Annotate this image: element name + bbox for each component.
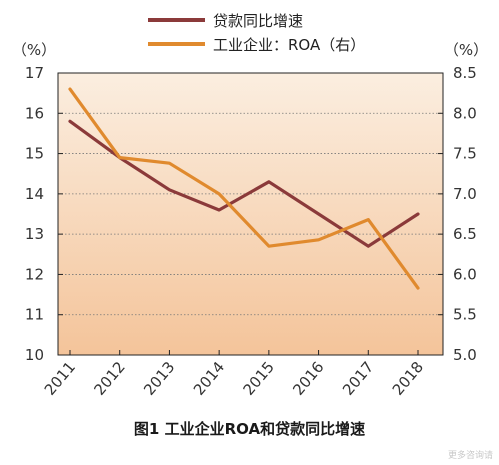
- right-axis-unit: （%）: [444, 41, 488, 59]
- legend-label: 工业企业：ROA（右）: [213, 36, 365, 54]
- right-tick-label: 8.5: [453, 64, 477, 82]
- plot-area: [57, 72, 444, 356]
- left-tick-label: 12: [25, 265, 44, 283]
- right-tick-label: 5.0: [453, 346, 477, 364]
- left-tick-label: 11: [25, 306, 44, 324]
- left-tick-label: 13: [25, 225, 44, 243]
- right-tick-label: 7.0: [453, 185, 477, 203]
- line-chart: 10 11 12 13 14 15 16 17 5.0 5.5 6.0 6.5 7.0 7.5 8.0 8.…: [12, 12, 488, 399]
- left-tick-label: 10: [25, 346, 44, 364]
- right-tick-label: 7.5: [453, 145, 477, 163]
- left-tick-label: 14: [25, 185, 44, 203]
- x-tick-label: 2011: [41, 358, 79, 399]
- series-lines: [68, 87, 420, 290]
- x-tick-label: 2013: [140, 358, 178, 399]
- x-axis: 2011 2012 2013 2014 2015 2016 2017 2018: [41, 350, 427, 399]
- right-tick-label: 5.5: [453, 306, 477, 324]
- legend-label: 贷款同比增速: [213, 12, 303, 30]
- x-tick-label: 2014: [190, 358, 228, 399]
- x-tick-label: 2018: [389, 358, 427, 399]
- figure-caption: 图1 工业企业ROA和贷款同比增速: [133, 420, 366, 438]
- x-tick-label: 2017: [339, 358, 377, 399]
- watermark: 更多咨询请: [447, 451, 493, 461]
- series-line: [68, 87, 420, 290]
- right-tick-label: 6.0: [453, 265, 477, 283]
- x-tick-label: 2012: [90, 358, 128, 399]
- left-tick-label: 17: [25, 64, 44, 82]
- series-line: [68, 119, 420, 248]
- right-tick-label: 6.5: [453, 225, 477, 243]
- left-tick-label: 16: [25, 104, 44, 122]
- x-tick-label: 2015: [240, 358, 278, 399]
- right-axis: 5.0 5.5 6.0 6.5 7.0 7.5 8.0 8.5: [438, 64, 477, 364]
- left-tick-label: 15: [25, 145, 44, 163]
- left-axis-unit: （%）: [12, 41, 56, 59]
- x-tick-label: 2016: [289, 358, 327, 399]
- right-tick-label: 8.0: [453, 104, 477, 122]
- left-axis: 10 11 12 13 14 15 16 17: [25, 64, 63, 364]
